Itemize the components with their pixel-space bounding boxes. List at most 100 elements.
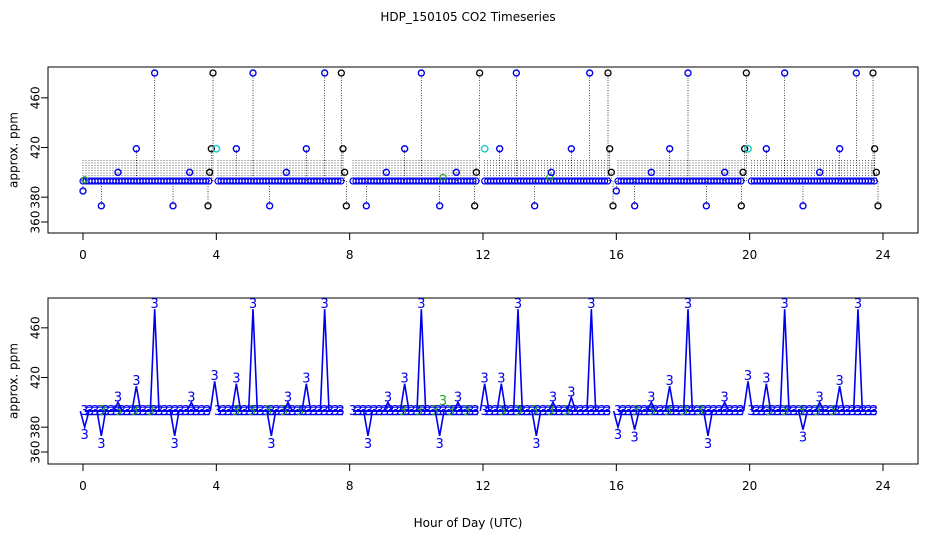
spike-line xyxy=(852,309,864,412)
baseline-mark: 3 xyxy=(651,404,659,419)
black-point xyxy=(609,202,617,210)
green-point xyxy=(439,173,447,181)
baseline-mark: 3 xyxy=(267,404,275,419)
spike-mark: 3 xyxy=(187,390,195,405)
black-point xyxy=(476,69,484,77)
spike-mark: 3 xyxy=(171,437,179,452)
baseline-mark: 3 xyxy=(779,404,787,419)
spike-line xyxy=(566,394,577,412)
spike-mark: 3 xyxy=(549,390,557,405)
x-tick-label: 8 xyxy=(346,479,354,493)
spike-line xyxy=(247,309,259,412)
baseline-point xyxy=(472,177,480,185)
baseline-mark: 3 xyxy=(689,404,697,419)
baseline-point xyxy=(601,177,609,185)
blue-point xyxy=(647,168,656,177)
spike-mark: 3 xyxy=(514,297,522,312)
black-point xyxy=(742,69,750,77)
spike-line xyxy=(719,400,730,412)
baseline-mark: 3 xyxy=(561,404,569,419)
baseline-mark-green: 3 xyxy=(99,404,107,419)
blue-point xyxy=(547,168,556,177)
baseline-mark: 3 xyxy=(456,404,464,419)
black-point xyxy=(606,145,614,153)
baseline-mark: 3 xyxy=(550,404,558,419)
spike-line xyxy=(79,410,90,431)
baseline-mark: 3 xyxy=(721,404,729,419)
spike-mark: 3 xyxy=(799,431,807,446)
baseline-mark-green: 3 xyxy=(499,404,507,419)
black-point xyxy=(471,202,479,210)
black-point xyxy=(472,168,480,176)
baseline-mark: 3 xyxy=(641,404,649,419)
spike-mark: 3 xyxy=(302,372,310,387)
blue-point xyxy=(185,168,194,177)
baseline-mark-green: 3 xyxy=(248,404,256,419)
black-point xyxy=(206,168,214,176)
spike-mark: 3 xyxy=(232,372,240,387)
baseline-mark: 3 xyxy=(354,404,362,419)
spike-mark: 3 xyxy=(816,390,824,405)
baseline-mark: 3 xyxy=(497,404,505,419)
baseline-mark: 3 xyxy=(187,404,195,419)
green-point xyxy=(81,176,89,184)
y-axis-label: approx. ppm xyxy=(7,112,21,188)
blue-point xyxy=(762,145,771,153)
spike-mark: 3 xyxy=(781,297,789,312)
baseline-mark: 3 xyxy=(161,404,169,419)
spike-line xyxy=(479,383,490,412)
baseline-mark: 3 xyxy=(214,404,222,419)
blue-point xyxy=(282,168,291,177)
cyan-point xyxy=(212,144,221,153)
baseline-mark: 3 xyxy=(91,404,99,419)
baseline-mark: 3 xyxy=(753,404,761,419)
baseline-mark: 3 xyxy=(381,404,389,419)
blue-point xyxy=(97,202,106,210)
baseline-mark: 3 xyxy=(150,404,158,419)
y-tick-label: 460 xyxy=(29,86,43,109)
spike-mark: 3 xyxy=(267,437,275,452)
spike-line xyxy=(319,309,330,412)
baseline-mark: 3 xyxy=(710,404,718,419)
spike-line xyxy=(664,386,675,412)
spike-mark: 3 xyxy=(704,437,712,452)
baseline-mark: 3 xyxy=(251,404,259,419)
x-tick-label: 24 xyxy=(875,479,890,493)
blue-point xyxy=(780,69,789,77)
baseline-mark-green: 3 xyxy=(563,404,571,419)
baseline-mark: 3 xyxy=(337,404,345,419)
baseline-point xyxy=(205,177,213,185)
blue-point xyxy=(150,69,159,77)
spike-mark: 3 xyxy=(497,372,505,387)
spike-line xyxy=(301,383,312,412)
spike-line xyxy=(761,383,772,412)
baseline-mark: 3 xyxy=(429,404,437,419)
baseline-mark: 3 xyxy=(294,404,302,419)
spike-mark: 3 xyxy=(762,372,770,387)
spike-mark: 3 xyxy=(631,431,639,446)
baseline-mark: 3 xyxy=(859,404,867,419)
spike-mark: 3 xyxy=(81,428,89,443)
baseline-mark: 3 xyxy=(577,404,585,419)
blue-point xyxy=(382,168,391,177)
baseline-mark: 3 xyxy=(472,404,480,419)
baseline-mark: 3 xyxy=(418,404,426,419)
baseline-mark: 3 xyxy=(491,404,499,419)
spike-mark: 3 xyxy=(532,437,540,452)
baseline-mark-green: 3 xyxy=(664,404,672,419)
baseline-mark-green: 3 xyxy=(447,404,455,419)
baseline-mark-green: 3 xyxy=(547,404,555,419)
x-axis-label: Hour of Day (UTC) xyxy=(414,516,523,530)
baseline-mark: 3 xyxy=(118,404,126,419)
baseline-mark: 3 xyxy=(299,404,307,419)
baseline-mark: 3 xyxy=(481,404,489,419)
spike-line xyxy=(742,381,754,412)
baseline-mark-green: 3 xyxy=(765,404,773,419)
plot-frame xyxy=(47,66,919,234)
x-tick-label: 4 xyxy=(213,248,221,262)
chart-title: HDP_150105 CO2 Timeseries xyxy=(380,10,555,24)
spike-mark: 3 xyxy=(744,369,752,384)
spike-line xyxy=(496,383,507,412)
baseline-point xyxy=(337,177,345,185)
black-point xyxy=(337,69,345,77)
